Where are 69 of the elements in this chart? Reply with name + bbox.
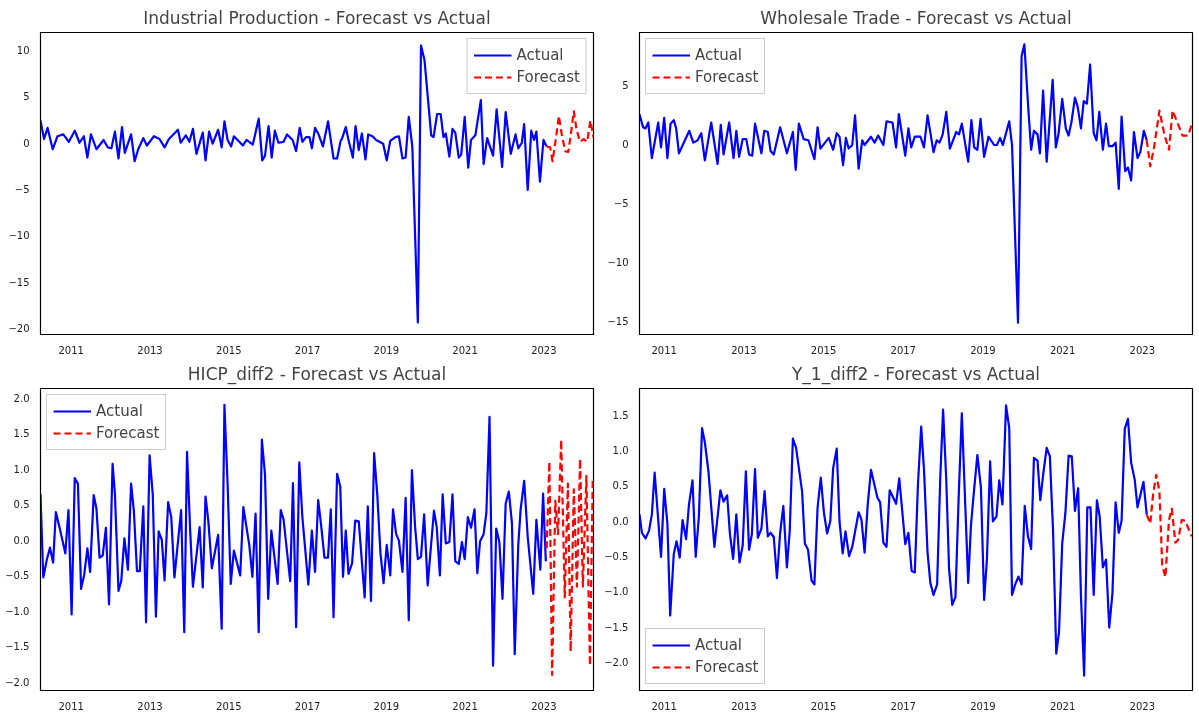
x-tick-label: 2021	[1049, 344, 1076, 356]
x-tick-label: 2023	[531, 344, 557, 356]
x-tick-label: 2023	[1129, 700, 1156, 712]
y-tick-label: −5	[14, 184, 30, 196]
x-tick-label: 2023	[531, 700, 557, 712]
x-tick-label: 2021	[1049, 700, 1076, 712]
chart-title: HICP_diff2 - Forecast vs Actual	[187, 363, 447, 385]
x-tick-label: 2011	[58, 344, 84, 356]
x-tick-label: 2013	[137, 700, 163, 712]
y-tick-label: −10	[607, 257, 629, 269]
chart-title: Industrial Production - Forecast vs Actual	[143, 7, 491, 28]
y-tick-label: −2.0	[5, 676, 30, 688]
legend-label: Forecast	[695, 658, 759, 676]
y-tick-label: 1.5	[13, 428, 30, 440]
y-tick-label: 5	[622, 79, 629, 91]
x-tick-label: 2019	[970, 344, 996, 356]
chart-title: Y_1_diff2 - Forecast vs Actual	[790, 363, 1041, 385]
legend-label: Actual	[516, 46, 564, 64]
y-tick-label: 1.0	[13, 463, 30, 475]
x-tick-label: 2013	[731, 700, 757, 712]
y-tick-label: 1.0	[612, 445, 629, 457]
x-tick-label: 2011	[651, 344, 677, 356]
x-tick-label: 2017	[294, 344, 321, 356]
y-tick-label: 10	[16, 45, 30, 57]
y-tick-label: 1.5	[612, 409, 629, 421]
y-tick-label: −15	[8, 276, 30, 288]
chart-title: Wholesale Trade - Forecast vs Actual	[760, 7, 1072, 28]
y-tick-label: 5	[23, 91, 30, 103]
y-tick-label: −10	[8, 230, 30, 242]
y-tick-label: 0.5	[13, 499, 30, 511]
x-tick-label: 2017	[890, 344, 916, 356]
x-tick-label: 2011	[651, 700, 677, 712]
y-tick-label: −1.5	[5, 641, 30, 653]
y-tick-label: 0.0	[13, 534, 30, 546]
y-tick-label: −5	[613, 198, 629, 210]
x-tick-label: 2011	[58, 700, 84, 712]
x-tick-label: 2017	[294, 700, 321, 712]
y-tick-label: −0.5	[5, 570, 30, 582]
legend-label: Forecast	[516, 68, 580, 86]
x-tick-label: 2023	[1129, 344, 1156, 356]
x-tick-label: 2015	[810, 700, 837, 712]
x-tick-label: 2019	[970, 700, 996, 712]
x-tick-label: 2015	[216, 700, 242, 712]
x-tick-label: 2021	[452, 344, 478, 356]
legend-label: Forecast	[96, 424, 160, 442]
x-tick-label: 2021	[452, 700, 478, 712]
y-tick-label: −20	[8, 323, 30, 335]
x-tick-label: 2019	[373, 344, 400, 356]
y-tick-label: 0	[23, 137, 30, 149]
y-tick-label: −1.0	[5, 605, 30, 617]
y-tick-label: 0	[622, 138, 629, 150]
y-tick-label: −2.0	[604, 657, 629, 669]
legend-label: Actual	[695, 46, 742, 64]
x-tick-label: 2015	[216, 344, 242, 356]
legend-label: Forecast	[695, 68, 759, 86]
y-tick-label: 0.0	[612, 515, 629, 527]
legend-label: Actual	[96, 402, 143, 420]
x-tick-label: 2013	[137, 344, 163, 356]
x-tick-label: 2013	[731, 344, 757, 356]
y-tick-label: −1.0	[604, 586, 629, 598]
y-tick-label: 0.5	[612, 480, 629, 492]
x-tick-label: 2019	[373, 700, 400, 712]
x-tick-label: 2015	[810, 344, 837, 356]
y-tick-label: −15	[607, 316, 629, 328]
y-tick-label: −0.5	[604, 551, 629, 563]
legend-label: Actual	[695, 636, 742, 654]
y-tick-label: −1.5	[604, 621, 629, 633]
x-tick-label: 2017	[890, 700, 916, 712]
y-tick-label: 2.0	[13, 392, 30, 404]
